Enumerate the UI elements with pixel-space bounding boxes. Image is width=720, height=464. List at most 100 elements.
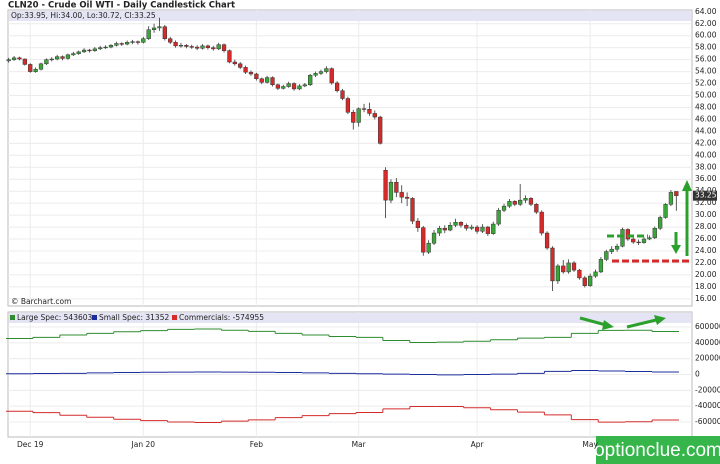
candle-body (38, 63, 44, 70)
x-tick-label: Dec 19 (17, 440, 44, 449)
candle-body (275, 84, 281, 89)
candle-body (211, 47, 216, 50)
price-panel (7, 9, 693, 307)
candle-body (302, 84, 307, 87)
candle-body (378, 116, 383, 144)
legend-swatch (172, 315, 177, 320)
candle-body (512, 201, 517, 205)
candle-body (614, 245, 620, 250)
candle-body (534, 204, 539, 213)
info-bar (9, 11, 691, 21)
arrow-head (654, 315, 666, 325)
candle-body (184, 45, 189, 47)
candle-body (254, 73, 259, 80)
candle-body (388, 181, 394, 201)
y-tick-label: 56.00 (695, 55, 717, 64)
candle-body (130, 41, 135, 43)
candle-body (561, 265, 566, 273)
y-tick-label: 40.00 (695, 150, 717, 159)
x-tick-label: May (582, 440, 598, 449)
candle-body (103, 46, 108, 49)
candle-body (421, 227, 426, 253)
candle-body (216, 44, 221, 50)
candle-body (404, 196, 410, 199)
candle-body (324, 68, 329, 72)
candle-body (652, 228, 657, 239)
candle-body (501, 205, 507, 211)
candle-body (334, 82, 340, 91)
y-tick-label: 36.00 (695, 174, 717, 183)
candle-body (65, 54, 71, 59)
y-tick-label: 52.00 (695, 79, 717, 88)
candle-body (620, 229, 625, 247)
y-tick-label: 42.00 (695, 138, 717, 147)
candle-body (555, 265, 560, 282)
candle-body (33, 68, 38, 72)
legend-label: Commercials: -574955 (179, 313, 264, 322)
candle-body (674, 191, 679, 196)
candle-body (609, 248, 614, 252)
candle-body (647, 237, 652, 240)
x-tick-label: Jan 20 (131, 440, 156, 449)
y2-tick-label: 0 (695, 370, 700, 379)
candle-body (668, 192, 674, 205)
watermark-box (596, 436, 720, 464)
candle-body (194, 46, 200, 49)
candle-body (437, 228, 442, 234)
candle-body (318, 71, 324, 74)
candle-body (151, 27, 157, 30)
candle-body (469, 226, 474, 229)
y-tick-label: 26.00 (695, 234, 717, 243)
candle-body (582, 277, 587, 286)
candle-body (71, 53, 76, 56)
marks (6, 17, 679, 424)
y-tick-label: 64.00 (695, 7, 717, 16)
candle-body (17, 57, 22, 60)
candle-body (173, 42, 178, 47)
candle-body (76, 51, 81, 54)
candle-body (81, 49, 87, 53)
candle-body (426, 242, 431, 253)
candle-body (200, 45, 205, 49)
arrow-head (602, 320, 614, 330)
candle-body (157, 26, 162, 29)
candle-body (146, 29, 151, 39)
chart-title: CLN20 - Crude Oil WTI - Daily Candlestic… (8, 1, 235, 11)
y2-tick-label: 600000 (695, 322, 720, 331)
candle-body (55, 56, 60, 60)
y-tick-label: 50.00 (695, 91, 717, 100)
candle-body (221, 44, 227, 51)
candle-body (264, 77, 270, 83)
legend-label: Large Spec: 543603 (17, 313, 93, 322)
candle-body (577, 269, 582, 279)
candle-body (87, 49, 92, 52)
candle-body (496, 210, 501, 225)
candle-body (571, 262, 577, 271)
y-tick-label: 18.00 (695, 282, 717, 291)
source-note: © Barchart.com (11, 297, 71, 306)
candle-body (544, 232, 550, 249)
cot-arrow (579, 316, 607, 327)
candle-body (238, 63, 243, 68)
candle-body (593, 271, 598, 277)
y-tick-label: 60.00 (695, 31, 717, 40)
y-tick-label: 62.00 (695, 19, 717, 28)
candle-body (566, 262, 571, 273)
candle-body (453, 222, 458, 226)
y-tick-label: 48.00 (695, 102, 717, 111)
candle-body (49, 58, 54, 61)
candle-body (528, 198, 534, 205)
candle-body (415, 220, 421, 228)
candle-body (351, 112, 356, 123)
candle-body (588, 275, 593, 286)
last-price-label: 33.25 (695, 191, 717, 200)
candle-body (44, 59, 49, 65)
candle-body (658, 217, 663, 229)
candle-body (361, 108, 367, 110)
y-tick-label: 20.00 (695, 270, 717, 279)
candle-body (248, 71, 254, 75)
candle-body (114, 43, 119, 46)
candle-body (631, 238, 636, 243)
y2-tick-label: -600000 (695, 417, 720, 426)
candle-body (329, 68, 334, 84)
